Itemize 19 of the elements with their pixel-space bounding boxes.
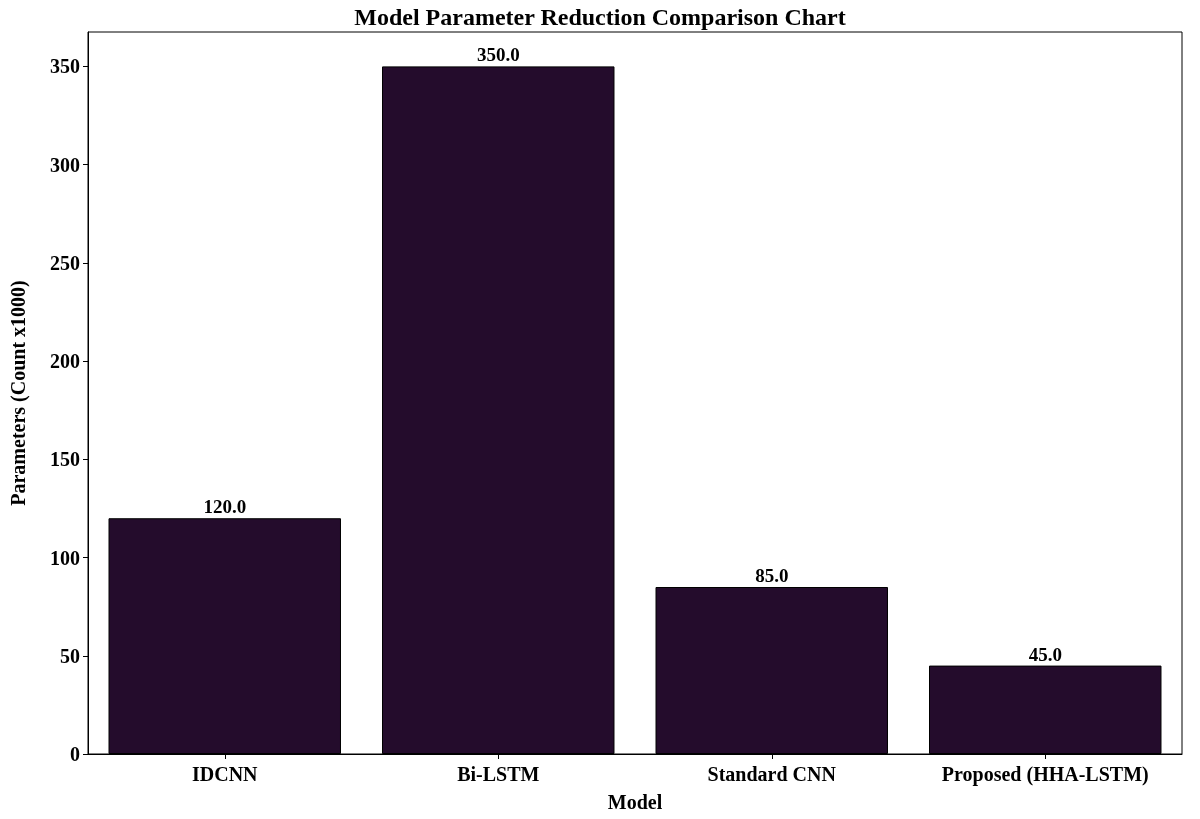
y-tick-label: 0 [70, 743, 80, 765]
data-label: 350.0 [476, 44, 520, 66]
x-tick-label: IDCNN [191, 763, 259, 785]
y-tick-label: 300 [50, 153, 80, 176]
x-axis-title: Model [607, 791, 663, 813]
y-tick-label: 50 [60, 644, 80, 667]
y-tick-label: 250 [50, 251, 80, 274]
data-label: 120.0 [203, 496, 247, 518]
x-tick-label: Standard CNN [707, 763, 837, 785]
y-tick-label: 350 [50, 55, 80, 78]
y-tick-label: 150 [50, 448, 80, 471]
y-tick-label: 100 [50, 546, 80, 569]
data-label: 85.0 [755, 565, 789, 587]
data-label: 45.0 [1028, 643, 1062, 665]
x-tick-label: Bi-LSTM [457, 763, 540, 785]
chart-title: Model Parameter Reduction Comparison Chart [354, 4, 846, 30]
x-tick-label: Proposed (HHA-LSTM) [941, 763, 1149, 786]
y-tick-label: 200 [50, 350, 80, 373]
y-axis-title: Parameters (Count x1000) [7, 280, 30, 506]
